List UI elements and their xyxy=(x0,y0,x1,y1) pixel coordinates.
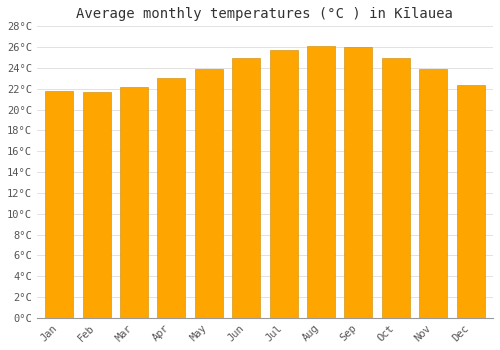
Bar xyxy=(419,69,447,318)
Bar xyxy=(82,92,110,318)
Bar xyxy=(195,69,223,318)
Title: Average monthly temperatures (°C ) in Kīlauea: Average monthly temperatures (°C ) in Kī… xyxy=(76,7,454,21)
Bar xyxy=(158,78,186,318)
Bar xyxy=(120,87,148,318)
Bar xyxy=(45,91,74,318)
Bar xyxy=(382,57,410,318)
Bar xyxy=(270,50,297,318)
Bar xyxy=(307,46,335,318)
Bar xyxy=(344,47,372,318)
Bar xyxy=(456,85,484,318)
Bar xyxy=(232,57,260,318)
